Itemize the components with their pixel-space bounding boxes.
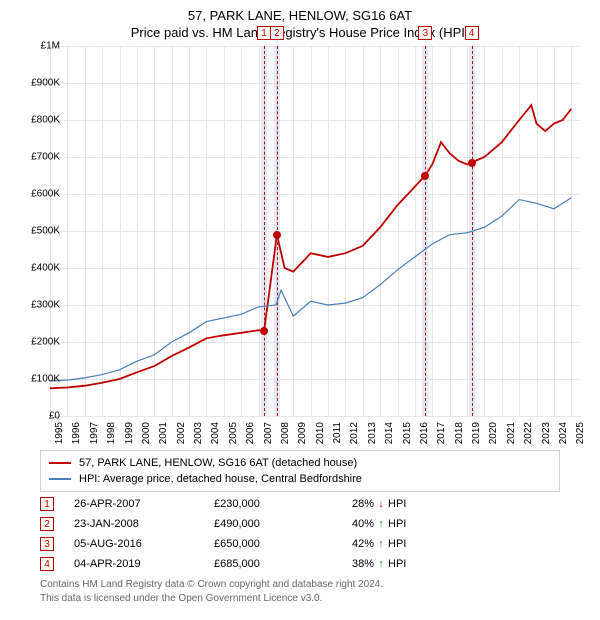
legend-swatch — [49, 462, 71, 464]
y-axis-tick-label: £800K — [12, 115, 60, 126]
sale-row: 2 23-JAN-2008£490,00040%↑HPI — [40, 514, 560, 534]
x-axis-tick-label: 2025 — [575, 422, 586, 444]
sale-vs-label: HPI — [388, 518, 418, 530]
y-axis-tick-label: £0 — [12, 411, 60, 422]
arrow-up-icon: ↑ — [374, 558, 388, 570]
sale-price: £685,000 — [214, 558, 324, 570]
x-axis-tick-label: 2013 — [367, 422, 378, 444]
x-axis-tick-label: 2003 — [193, 422, 204, 444]
footer-attribution: Contains HM Land Registry data © Crown c… — [40, 578, 560, 605]
footer-line-1: Contains HM Land Registry data © Crown c… — [40, 579, 383, 590]
sale-vs-label: HPI — [388, 558, 418, 570]
series-line-hpi — [50, 198, 571, 381]
x-axis-tick-label: 2002 — [176, 422, 187, 444]
sale-marker-label: 2 — [270, 26, 284, 40]
sale-index-box: 4 — [40, 557, 54, 571]
sale-row: 1 26-APR-2007£230,00028%↓HPI — [40, 494, 560, 514]
x-axis-tick-label: 2005 — [228, 422, 239, 444]
y-axis-tick-label: £600K — [12, 189, 60, 200]
x-axis-tick-label: 1997 — [89, 422, 100, 444]
x-axis-tick-label: 1999 — [124, 422, 135, 444]
sale-percent: 28% — [324, 498, 374, 510]
legend: 57, PARK LANE, HENLOW, SG16 6AT (detache… — [40, 450, 560, 492]
x-axis-tick-label: 2019 — [471, 422, 482, 444]
sale-marker-label: 3 — [418, 26, 432, 40]
y-axis-tick-label: £100K — [12, 374, 60, 385]
sale-percent: 38% — [324, 558, 374, 570]
y-axis-tick-label: £900K — [12, 78, 60, 89]
sale-row: 3 05-AUG-2016£650,00042%↑HPI — [40, 534, 560, 554]
x-axis-tick-label: 2010 — [315, 422, 326, 444]
x-axis-tick-label: 2006 — [245, 422, 256, 444]
x-axis-tick-label: 2022 — [523, 422, 534, 444]
arrow-up-icon: ↑ — [374, 518, 388, 530]
sale-percent: 42% — [324, 538, 374, 550]
x-axis-tick-label: 2012 — [349, 422, 360, 444]
x-axis-tick-label: 2024 — [558, 422, 569, 444]
sale-row: 4 04-APR-2019£685,00038%↑HPI — [40, 554, 560, 574]
title-line-1: 57, PARK LANE, HENLOW, SG16 6AT — [0, 8, 600, 23]
sale-vs-label: HPI — [388, 538, 418, 550]
sale-date: 04-APR-2019 — [74, 558, 214, 570]
sale-index-box: 2 — [40, 517, 54, 531]
x-axis-tick-label: 2009 — [297, 422, 308, 444]
y-axis-tick-label: £300K — [12, 300, 60, 311]
x-axis-tick-label: 2020 — [488, 422, 499, 444]
x-axis-tick-label: 2016 — [419, 422, 430, 444]
x-axis-tick-label: 2014 — [384, 422, 395, 444]
arrow-down-icon: ↓ — [374, 498, 388, 510]
y-axis-tick-label: £1M — [12, 41, 60, 52]
x-axis-tick-label: 2007 — [263, 422, 274, 444]
sale-index-box: 1 — [40, 497, 54, 511]
gridline-horizontal — [50, 416, 580, 417]
legend-item: HPI: Average price, detached house, Cent… — [49, 471, 551, 487]
arrow-up-icon: ↑ — [374, 538, 388, 550]
sale-date: 26-APR-2007 — [74, 498, 214, 510]
sale-price: £490,000 — [214, 518, 324, 530]
x-axis-tick-label: 1998 — [106, 422, 117, 444]
sale-date: 23-JAN-2008 — [74, 518, 214, 530]
x-axis-tick-label: 2023 — [541, 422, 552, 444]
y-axis-tick-label: £500K — [12, 226, 60, 237]
legend-label: 57, PARK LANE, HENLOW, SG16 6AT (detache… — [79, 457, 357, 469]
x-axis-tick-label: 2017 — [436, 422, 447, 444]
sale-price: £230,000 — [214, 498, 324, 510]
sales-table: 126-APR-2007£230,00028%↓HPI223-JAN-2008£… — [40, 494, 560, 574]
chart-plot-area: 1234 — [50, 46, 580, 416]
y-axis-tick-label: £400K — [12, 263, 60, 274]
x-axis-tick-label: 2004 — [210, 422, 221, 444]
legend-item: 57, PARK LANE, HENLOW, SG16 6AT (detache… — [49, 455, 551, 471]
sale-price: £650,000 — [214, 538, 324, 550]
sale-percent: 40% — [324, 518, 374, 530]
chart-svg — [50, 46, 580, 416]
footer-line-2: This data is licensed under the Open Gov… — [40, 593, 322, 604]
x-axis-tick-label: 2015 — [402, 422, 413, 444]
sale-index-box: 3 — [40, 537, 54, 551]
x-axis-tick-label: 2021 — [506, 422, 517, 444]
x-axis-tick-label: 2001 — [158, 422, 169, 444]
sale-vs-label: HPI — [388, 498, 418, 510]
series-line-property — [50, 105, 571, 388]
x-axis-tick-label: 2018 — [454, 422, 465, 444]
sale-marker-label: 4 — [465, 26, 479, 40]
y-axis-tick-label: £200K — [12, 337, 60, 348]
legend-swatch — [49, 478, 71, 480]
x-axis-tick-label: 1996 — [71, 422, 82, 444]
x-axis-tick-label: 2008 — [280, 422, 291, 444]
legend-label: HPI: Average price, detached house, Cent… — [79, 473, 362, 485]
x-axis-tick-label: 2000 — [141, 422, 152, 444]
x-axis-tick-label: 1995 — [54, 422, 65, 444]
x-axis-tick-label: 2011 — [332, 422, 343, 444]
title-line-2: Price paid vs. HM Land Registry's House … — [0, 25, 600, 40]
sale-date: 05-AUG-2016 — [74, 538, 214, 550]
y-axis-tick-label: £700K — [12, 152, 60, 163]
